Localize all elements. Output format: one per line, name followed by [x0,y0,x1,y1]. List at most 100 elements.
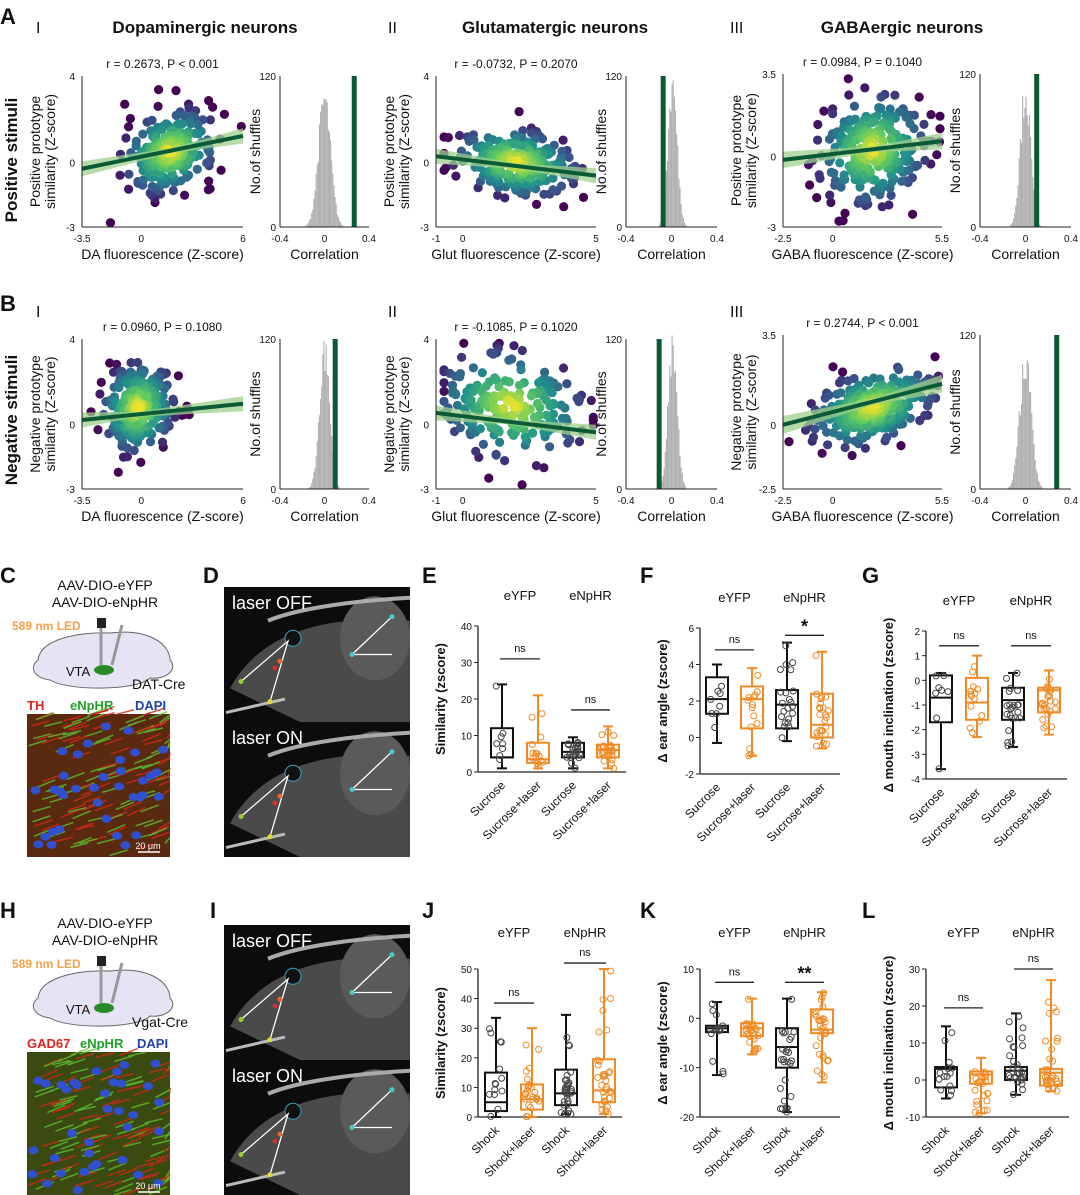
keypoint-marker [277,996,283,1002]
scatter-point [860,83,870,93]
histogram-bar [338,487,341,489]
fiber [109,811,128,819]
histogram-bar [666,406,669,489]
data-point [749,701,757,709]
nucleus [55,1169,66,1178]
histogram-bar [679,187,681,227]
data-point [824,707,832,715]
y-axis-label: Negative prototype [381,355,397,473]
scatter-point [562,379,572,389]
scatter-point [120,99,130,109]
histogram-bar [337,217,339,227]
y-axis-label: Negative prototype [27,355,43,473]
box-2 [554,1013,578,1118]
data-point [753,688,761,696]
histogram-bar [306,224,308,227]
histogram-bar [326,102,328,227]
panel-letter: K [640,898,656,923]
histogram-bar [1018,158,1020,227]
histogram-bar [674,110,677,227]
data-point [813,729,821,737]
scatter-point [830,175,841,186]
scatter-point [475,424,485,434]
data-point [932,689,940,697]
x-axis-label: Correlation [290,508,358,524]
histogram-bar [325,99,327,227]
histogram-bar [1022,96,1024,227]
data-point [816,705,824,713]
fiber [100,1064,120,1073]
nucleus [46,840,57,849]
data-point [563,1076,571,1084]
scatter-point [517,345,527,356]
data-point [487,1029,495,1037]
scatter-point [926,110,936,120]
scatter-point [828,109,838,119]
column-title: Glutamatergic neurons [462,18,648,37]
data-point [594,1061,602,1069]
y-tick-label: 50 [461,965,473,976]
y-tick-label: 30 [461,659,473,670]
scatter-point [459,338,469,348]
histogram-bar [317,161,319,227]
keypoint-marker [238,814,244,819]
fiber [151,831,170,840]
y-tick-label: -10 [680,1064,695,1075]
y-axis-label: Positive prototype [381,96,397,207]
data-point [712,710,720,718]
histogram-bar [1015,457,1017,489]
data-point [604,1110,612,1118]
x-tick-label: 0.4 [362,234,376,245]
y-tick-label: 0 [970,485,976,496]
keypoint-marker [267,1172,273,1178]
data-point [1019,1042,1027,1050]
fiber [164,738,171,745]
scatter-point [484,473,494,483]
mouse-eye [284,967,302,985]
y-tick-label: 0 [688,1014,694,1025]
x-tick-label: -2.5 [774,234,792,245]
scatter-point [564,152,574,162]
data-point [557,1109,565,1117]
fiber [32,805,51,813]
nucleus [153,1127,164,1136]
scatter-point [504,355,514,365]
histogram-bar [1027,125,1029,227]
x-tick-label: -2.5 [774,496,792,507]
data-point [941,1037,949,1045]
histogram-bar [1039,224,1041,227]
y-tick-label: 0 [914,1076,920,1087]
box [929,674,953,724]
data-point [820,1015,828,1023]
data-point [980,1073,988,1081]
data-point [574,739,582,747]
scatter-point [138,175,148,185]
data-point [1013,669,1021,677]
scatter-point [843,74,853,84]
data-point [1018,1076,1026,1084]
fiber [34,819,54,827]
histogram-bar [316,164,318,227]
scatter-point [839,170,849,180]
fiber [73,793,93,802]
data-point [499,745,507,753]
scatter-point [157,124,167,135]
data-point [600,1097,608,1105]
histogram-bar [1010,224,1012,227]
keypoint-marker [267,1037,273,1043]
stain-label: DAPI [135,698,166,713]
x-tick-label: 0 [139,234,145,245]
fiber [167,767,171,776]
panel-letter: B [0,291,16,316]
data-point [1009,1064,1017,1072]
fiber [79,1047,98,1055]
histogram-bar [682,218,685,227]
scatter-point [572,393,582,403]
data-point [975,717,983,725]
scatter-point [208,102,218,112]
histogram-bar [668,402,670,489]
histogram-bar [1010,483,1012,489]
fiber [62,736,81,742]
fiber [107,1168,127,1177]
